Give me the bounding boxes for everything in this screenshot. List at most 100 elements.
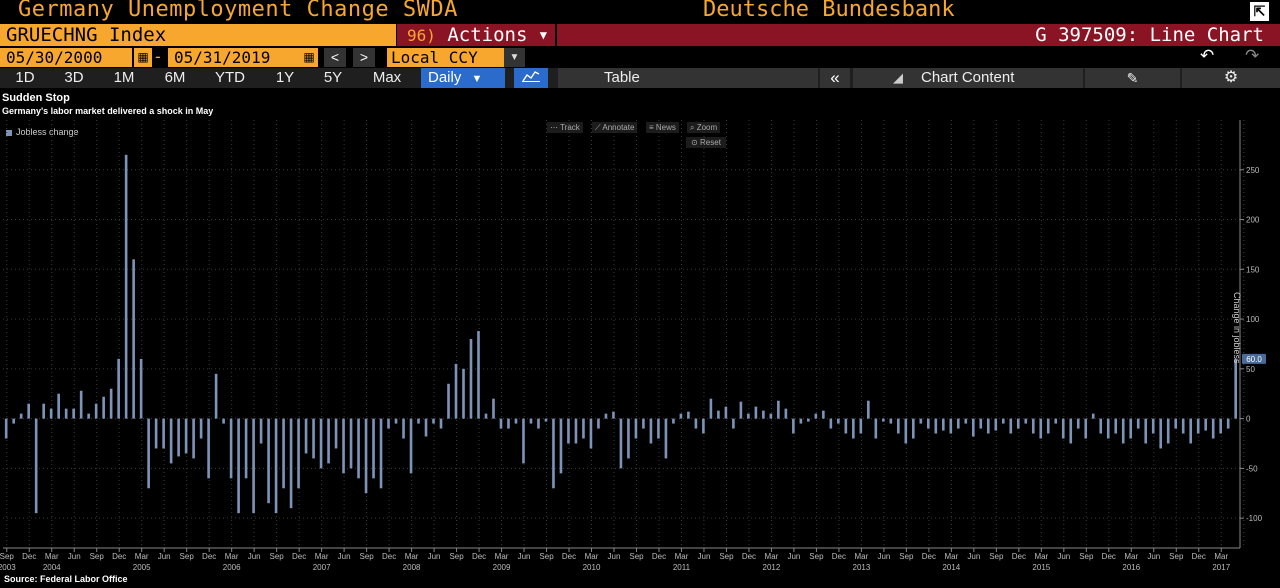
- data-bar[interactable]: [687, 411, 690, 419]
- data-bar[interactable]: [604, 413, 608, 419]
- data-bar[interactable]: [432, 418, 435, 424]
- data-bar[interactable]: [319, 418, 323, 469]
- data-bar[interactable]: [42, 403, 45, 419]
- data-bar[interactable]: [1181, 418, 1185, 434]
- data-bar[interactable]: [1114, 418, 1118, 434]
- calendar-icon[interactable]: ▦: [300, 48, 318, 67]
- data-bar[interactable]: [177, 418, 180, 457]
- data-bar[interactable]: [627, 418, 630, 459]
- data-bar[interactable]: [1069, 418, 1073, 444]
- data-bar[interactable]: [994, 418, 998, 431]
- data-bar[interactable]: [1144, 418, 1148, 444]
- data-bar[interactable]: [559, 418, 563, 474]
- prev-period-button[interactable]: <: [324, 48, 346, 67]
- data-bar[interactable]: [567, 418, 570, 444]
- data-bar[interactable]: [364, 418, 368, 494]
- data-bar[interactable]: [244, 418, 248, 479]
- data-bar[interactable]: [1016, 418, 1020, 429]
- data-bar[interactable]: [732, 418, 735, 429]
- data-bar[interactable]: [237, 418, 240, 514]
- data-bar[interactable]: [132, 259, 135, 419]
- data-bar[interactable]: [702, 418, 705, 434]
- data-bar[interactable]: [94, 403, 98, 419]
- data-bar[interactable]: [844, 418, 848, 434]
- undo-icon[interactable]: ↶: [1200, 46, 1215, 65]
- data-bar[interactable]: [1084, 418, 1088, 439]
- data-bar[interactable]: [229, 418, 233, 479]
- data-bar[interactable]: [859, 418, 863, 434]
- collapse-icon[interactable]: «: [820, 68, 850, 88]
- data-bar[interactable]: [799, 418, 803, 424]
- currency-select[interactable]: Local CCY: [387, 48, 525, 67]
- redo-icon[interactable]: ↷: [1245, 46, 1260, 65]
- data-bar[interactable]: [934, 418, 938, 434]
- data-bar[interactable]: [1121, 418, 1125, 444]
- data-bar[interactable]: [379, 418, 383, 489]
- data-bar[interactable]: [372, 418, 375, 479]
- data-bar[interactable]: [447, 383, 450, 419]
- data-bar[interactable]: [147, 418, 150, 489]
- data-bar[interactable]: [154, 418, 158, 449]
- gear-icon[interactable]: ⚙: [1182, 68, 1280, 88]
- data-bar[interactable]: [852, 418, 855, 439]
- data-bar[interactable]: [664, 418, 668, 459]
- data-bar[interactable]: [837, 418, 840, 424]
- data-bar[interactable]: [1196, 418, 1200, 434]
- data-bar[interactable]: [1166, 418, 1170, 444]
- data-bar[interactable]: [282, 418, 285, 489]
- data-bar[interactable]: [169, 418, 173, 464]
- data-bar[interactable]: [139, 358, 143, 419]
- data-bar[interactable]: [694, 418, 698, 429]
- data-bar[interactable]: [1054, 418, 1058, 424]
- data-bar[interactable]: [949, 418, 953, 434]
- data-bar[interactable]: [192, 418, 195, 459]
- data-bar[interactable]: [1031, 418, 1035, 434]
- data-bar[interactable]: [357, 418, 360, 479]
- end-date-field[interactable]: 05/31/2019: [168, 48, 300, 67]
- data-bar[interactable]: [327, 418, 330, 464]
- data-bar[interactable]: [979, 418, 983, 429]
- data-bar[interactable]: [634, 418, 638, 439]
- data-bar[interactable]: [454, 363, 458, 419]
- data-bar[interactable]: [477, 331, 480, 419]
- data-bar[interactable]: [717, 410, 720, 419]
- data-bar[interactable]: [971, 418, 975, 437]
- track-tool[interactable]: ⋯ Track: [547, 122, 583, 133]
- data-bar[interactable]: [1061, 418, 1065, 439]
- data-bar[interactable]: [1219, 418, 1223, 434]
- range-1m[interactable]: 1M: [113, 69, 135, 86]
- data-bar[interactable]: [214, 373, 218, 419]
- range-1y[interactable]: 1Y: [275, 69, 295, 86]
- data-bar[interactable]: [484, 413, 488, 419]
- data-bar[interactable]: [657, 418, 660, 439]
- data-bar[interactable]: [1226, 418, 1230, 429]
- data-bar[interactable]: [619, 418, 623, 469]
- start-date-field[interactable]: 05/30/2000: [0, 48, 132, 67]
- data-bar[interactable]: [349, 418, 353, 469]
- data-bar[interactable]: [777, 400, 780, 419]
- zoom-tool[interactable]: ⌕ Zoom: [687, 122, 721, 133]
- data-bar[interactable]: [612, 411, 615, 419]
- data-bar[interactable]: [117, 358, 120, 419]
- chart-content-button[interactable]: ◢ Chart Content: [853, 68, 1083, 88]
- data-bar[interactable]: [822, 410, 825, 419]
- data-bar[interactable]: [1099, 418, 1103, 434]
- frequency-select[interactable]: Daily ▼: [421, 68, 505, 88]
- data-bar[interactable]: [552, 418, 555, 489]
- range-5y[interactable]: 5Y: [323, 69, 343, 86]
- ticker-field[interactable]: GRUECHNG Index: [0, 24, 396, 46]
- data-bar[interactable]: [79, 390, 83, 419]
- data-bar[interactable]: [297, 418, 300, 489]
- data-bar[interactable]: [897, 418, 900, 434]
- data-bar[interactable]: [589, 418, 593, 449]
- range-max[interactable]: Max: [372, 69, 402, 86]
- data-bar[interactable]: [747, 413, 750, 419]
- data-bar[interactable]: [49, 408, 53, 419]
- data-bar[interactable]: [304, 418, 308, 454]
- data-bar[interactable]: [1234, 358, 1238, 419]
- data-bar[interactable]: [267, 418, 270, 504]
- data-bar[interactable]: [387, 418, 390, 429]
- data-bar[interactable]: [754, 406, 758, 419]
- data-bar[interactable]: [1009, 418, 1013, 434]
- next-period-button[interactable]: >: [353, 48, 375, 67]
